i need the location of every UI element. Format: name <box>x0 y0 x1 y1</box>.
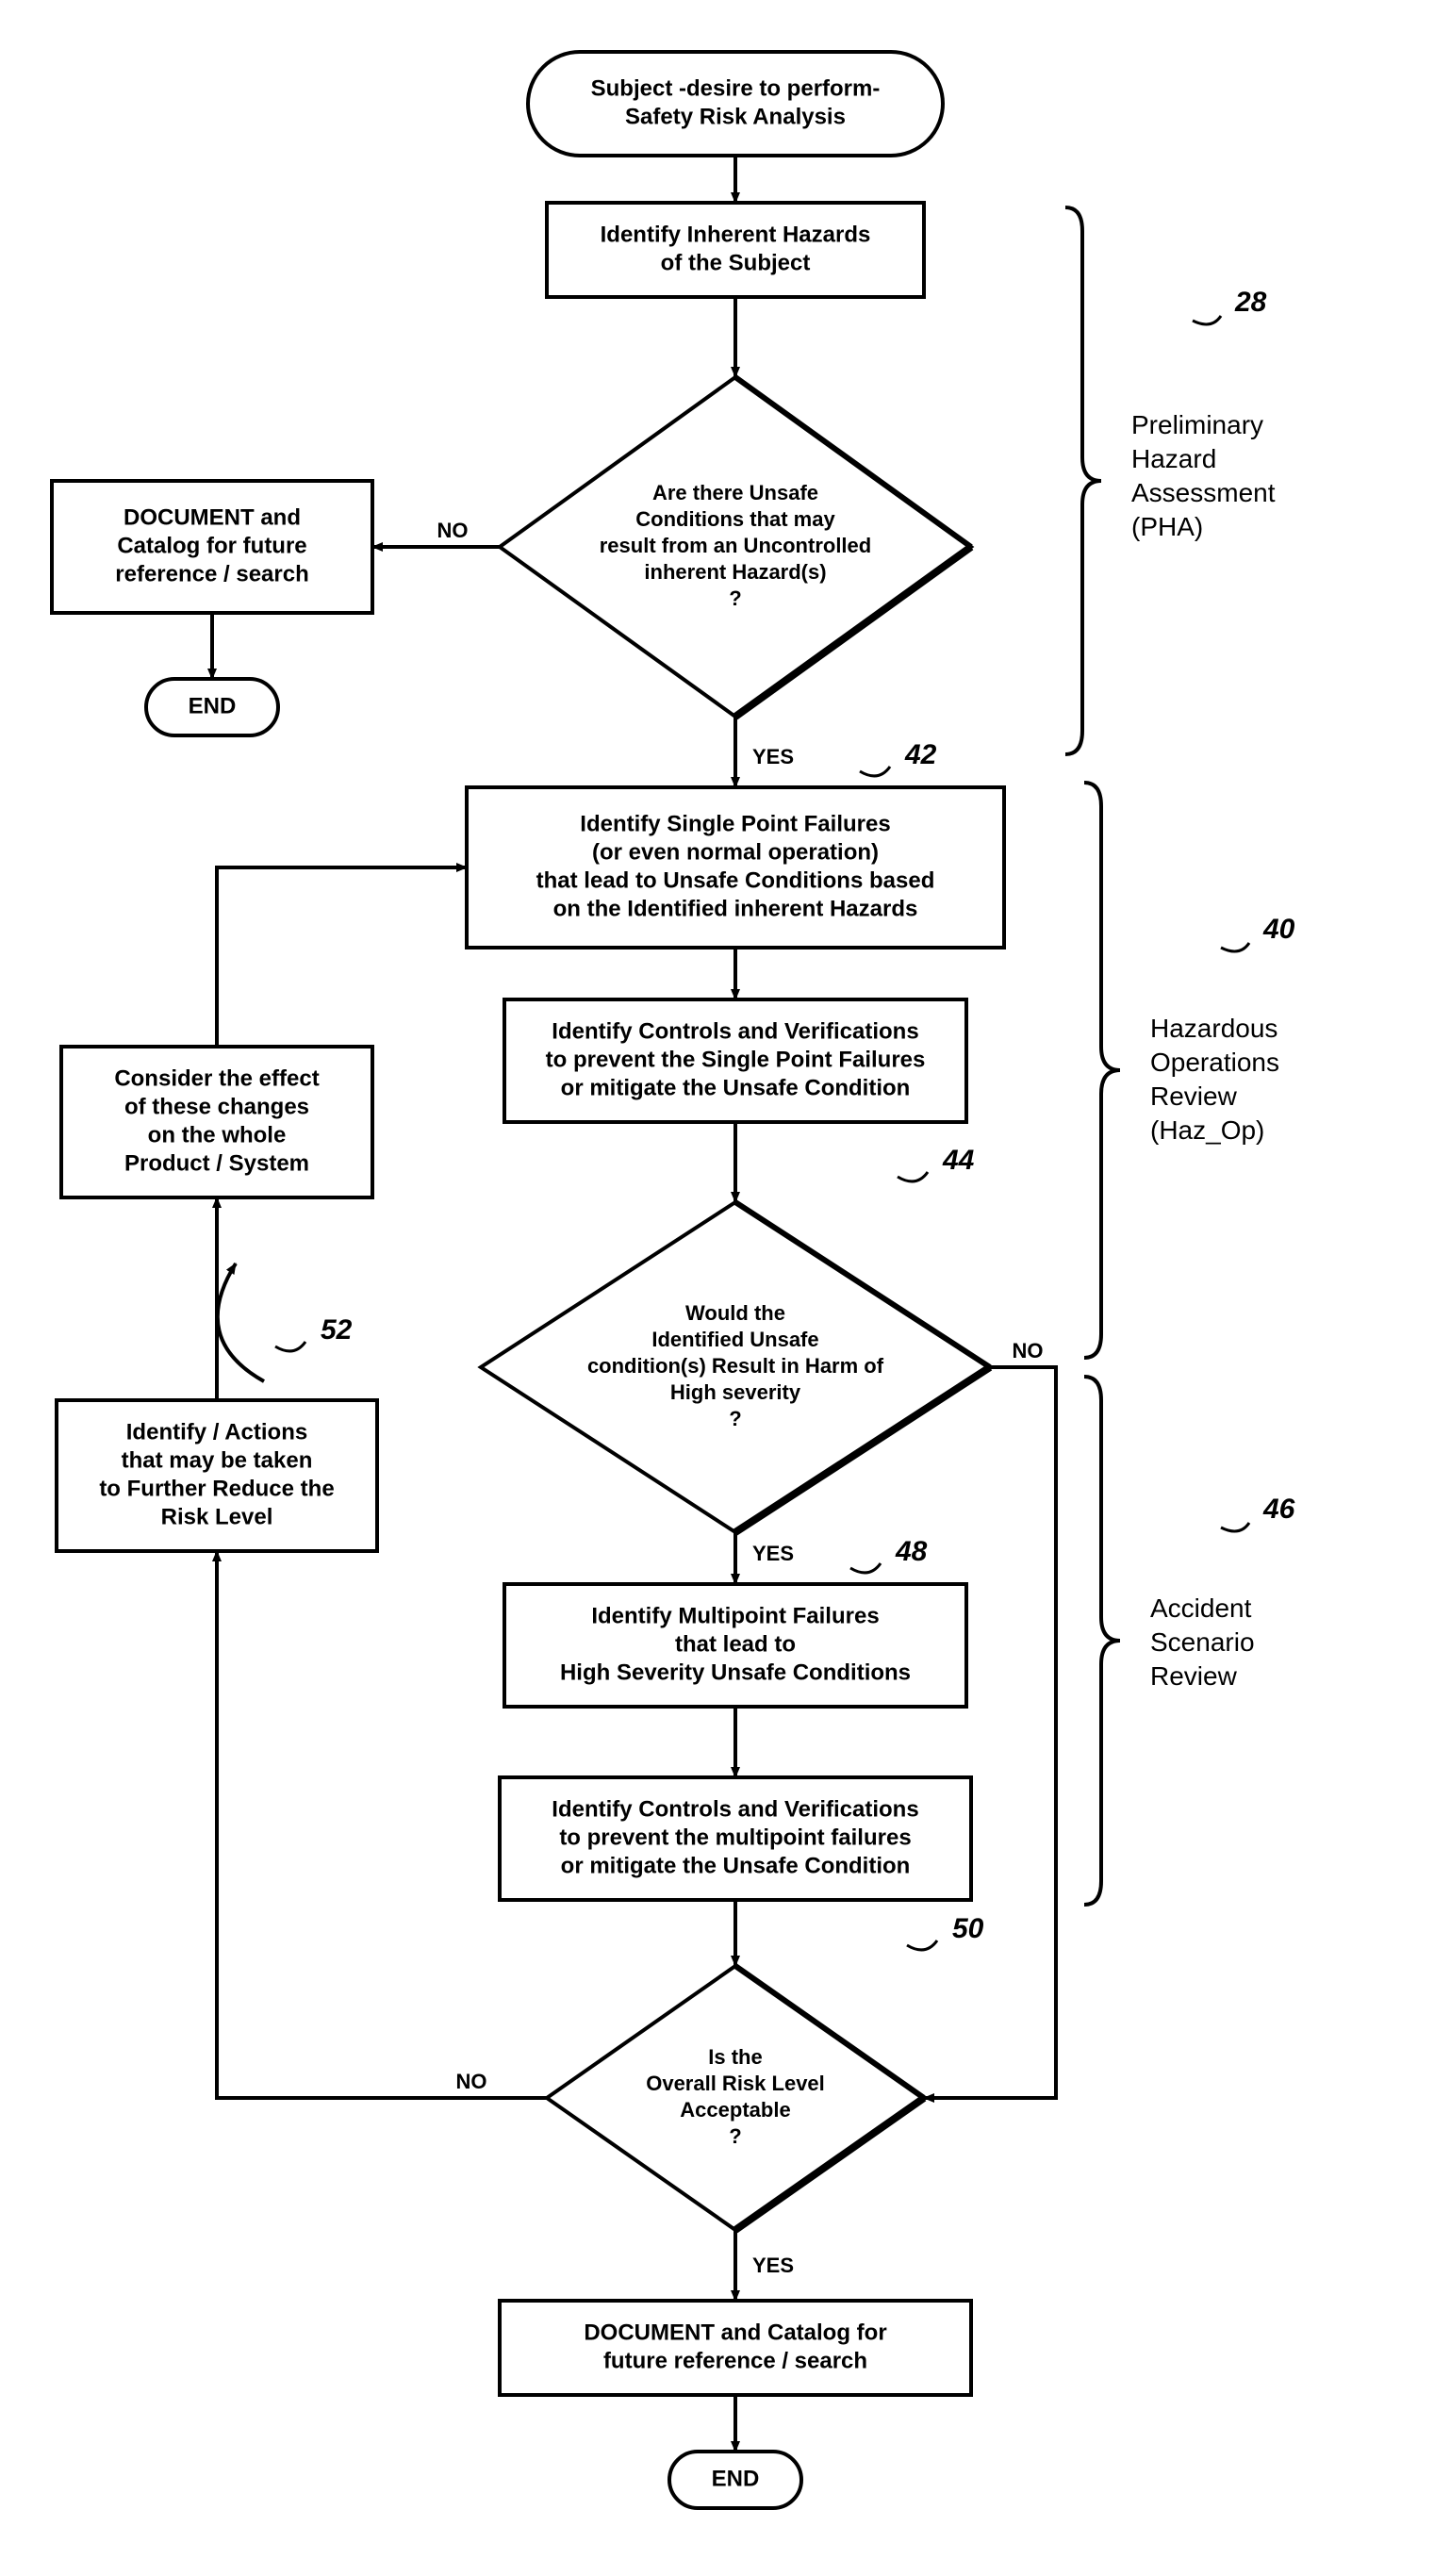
flowchart: NO YES YES YES NO NO Subject -desire to perfor… <box>19 19 1434 2557</box>
node-text: of these changes <box>124 1094 309 1119</box>
ref-label: 42 <box>904 739 937 770</box>
ref-label: 50 <box>952 1913 984 1944</box>
node-text: Is the <box>708 2045 762 2069</box>
node-text: Subject -desire to perform- <box>591 75 881 101</box>
node-doc2: DOCUMENT and Catalog for future reference… <box>500 2301 971 2395</box>
node-start: Subject -desire to perform- Safety Risk A… <box>528 52 943 156</box>
node-spf: Identify Single Point Failures (or even n… <box>467 787 1004 948</box>
node-text: Identified Unsafe <box>651 1328 818 1351</box>
callout-text: Hazardous <box>1150 1014 1277 1043</box>
node-text: Conditions that may <box>635 507 835 531</box>
edge-label: NO <box>1013 1339 1044 1362</box>
ref-label: 52 <box>321 1314 353 1346</box>
node-text: Safety Risk Analysis <box>625 104 846 129</box>
node-text: DOCUMENT and Catalog for <box>584 2320 886 2345</box>
callout-text: Accident <box>1150 1593 1252 1623</box>
node-text: ? <box>729 586 741 610</box>
node-actions: Identify / Actionsthat may be taken to Fu… <box>57 1400 377 1551</box>
callout-text: (PHA) <box>1131 512 1203 541</box>
node-text: Identify / Actions <box>126 1419 307 1445</box>
node-consider: Consider the effect of these changes on th… <box>61 1047 372 1197</box>
node-text: Identify Controls and Verifications <box>552 1796 918 1822</box>
edge <box>217 1551 547 2098</box>
node-text: that lead to <box>675 1631 796 1657</box>
edge <box>924 1367 1056 2098</box>
node-text: High Severity Unsafe Conditions <box>560 1660 911 1685</box>
node-text: that may be taken <box>122 1447 313 1473</box>
node-text: of the Subject <box>661 250 811 275</box>
node-text: condition(s) Result in Harm of <box>587 1354 884 1378</box>
node-text: inherent Hazard(s) <box>644 560 826 584</box>
callout-text: Assessment <box>1131 478 1276 507</box>
node-text: Identify Controls and Verifications <box>552 1018 918 1044</box>
node-text: or mitigate the Unsafe Condition <box>561 1853 911 1878</box>
edge-label: YES <box>752 745 794 768</box>
node-text: High severity <box>670 1380 801 1404</box>
callout-text: Hazard <box>1131 444 1216 473</box>
node-mpf: Identify Multipoint Failures that lead to… <box>504 1584 966 1707</box>
edge-label: YES <box>752 1542 794 1565</box>
node-text: reference / search <box>115 561 308 586</box>
node-text: future reference / search <box>603 2348 867 2373</box>
edge <box>217 867 467 1047</box>
node-text: Identify Single Point Failures <box>580 811 890 836</box>
node-text: Are there Unsafe <box>652 481 818 504</box>
node-text: Catalog for future <box>117 533 306 558</box>
node-unsafeQ: Are there Unsafe Conditions that may resul… <box>500 377 971 717</box>
edge-label: NO <box>456 2070 487 2093</box>
node-text: Identify Inherent Hazards <box>601 222 871 247</box>
node-text: Risk Level <box>161 1504 273 1529</box>
callout-num: 46 <box>1262 1494 1295 1525</box>
node-text: or mitigate the Unsafe Condition <box>561 1075 911 1100</box>
callout-text: Preliminary <box>1131 410 1263 439</box>
node-doc1: DOCUMENT and Catalog for future reference … <box>52 481 372 613</box>
callout-text: (Haz_Op) <box>1150 1115 1264 1145</box>
node-text: END <box>189 693 237 718</box>
ref-label: 44 <box>942 1145 975 1176</box>
node-text: ? <box>729 2124 741 2148</box>
node-text: Product / System <box>124 1150 309 1176</box>
callout-num: 40 <box>1262 914 1295 945</box>
node-text: ? <box>729 1407 741 1430</box>
node-text: result from an Uncontrolled <box>600 534 871 557</box>
callout-text: Review <box>1150 1082 1238 1111</box>
edge-label: NO <box>437 519 469 542</box>
node-text: that lead to Unsafe Conditions based <box>536 867 935 893</box>
node-harmQ: Would the Identified Unsafe condition(s) R… <box>481 1202 990 1532</box>
node-text: DOCUMENT and <box>124 504 301 530</box>
node-text: to Further Reduce the <box>99 1476 334 1501</box>
callout-text: Review <box>1150 1661 1238 1691</box>
ref-label: 48 <box>895 1536 928 1567</box>
node-text: on the whole <box>148 1122 287 1148</box>
node-ctrl2: Identify Controls and Verifications to pr… <box>500 1777 971 1900</box>
node-text: Overall Risk Level <box>646 2072 825 2095</box>
node-text: on the Identified inherent Hazards <box>553 896 918 921</box>
callout-num: 28 <box>1234 287 1267 318</box>
callout-text: Scenario <box>1150 1627 1255 1657</box>
node-text: (or even normal operation) <box>592 839 879 865</box>
node-text: to prevent the Single Point Failures <box>546 1047 926 1072</box>
node-text: Acceptable <box>680 2098 790 2122</box>
node-text: END <box>712 2466 760 2491</box>
node-text: Consider the effect <box>114 1065 319 1091</box>
node-idhaz: Identify Inherent Hazards of the Subject <box>547 203 924 297</box>
callout-text: Operations <box>1150 1048 1279 1077</box>
node-riskQ: Is the Overall Risk Level Acceptable? <box>547 1966 924 2230</box>
edge-label: YES <box>752 2254 794 2277</box>
node-text: Would the <box>685 1301 785 1325</box>
node-end2: END <box>669 2452 801 2508</box>
node-end1: END <box>146 679 278 735</box>
node-ctrl1: Identify Controls and Verifications to pr… <box>504 999 966 1122</box>
node-text: to prevent the multipoint failures <box>559 1825 911 1850</box>
node-text: Identify Multipoint Failures <box>591 1603 879 1628</box>
